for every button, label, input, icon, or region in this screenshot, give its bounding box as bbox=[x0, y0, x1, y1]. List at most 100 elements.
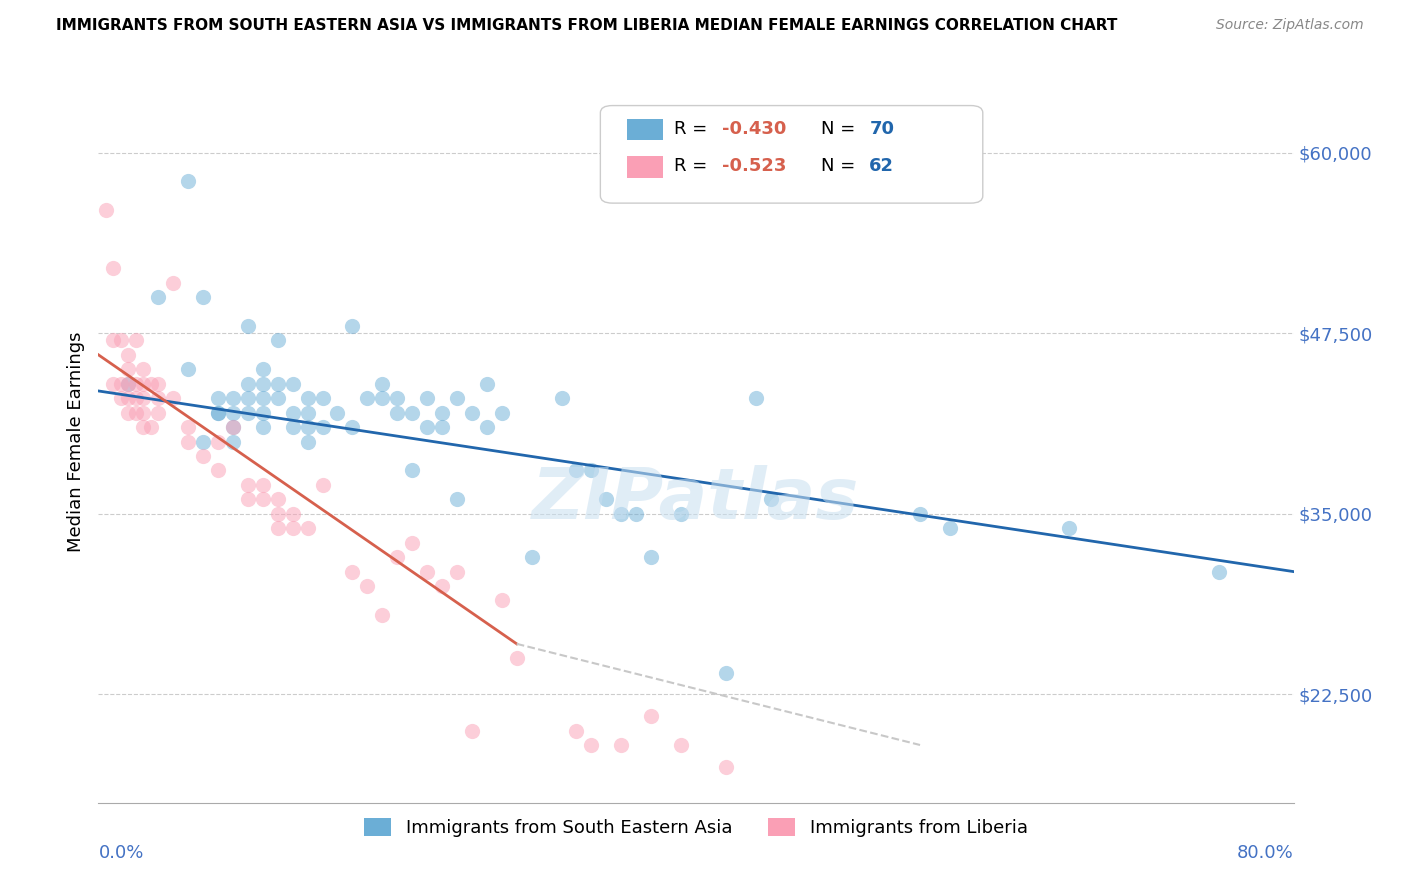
Point bbox=[207, 406, 229, 420]
Text: 70: 70 bbox=[869, 120, 894, 137]
Point bbox=[401, 535, 423, 549]
Point bbox=[311, 420, 333, 434]
Point bbox=[267, 507, 290, 521]
Point bbox=[626, 507, 648, 521]
Point bbox=[177, 434, 200, 449]
Point bbox=[222, 391, 245, 405]
Point bbox=[939, 521, 962, 535]
Point bbox=[139, 376, 162, 391]
Point bbox=[565, 463, 588, 477]
Point bbox=[252, 406, 274, 420]
Point bbox=[461, 723, 484, 738]
Point bbox=[297, 434, 319, 449]
Point bbox=[191, 449, 214, 463]
Point bbox=[148, 406, 170, 420]
Point bbox=[908, 507, 931, 521]
Point bbox=[550, 391, 572, 405]
Point bbox=[252, 376, 274, 391]
Point bbox=[297, 391, 319, 405]
Point bbox=[610, 507, 633, 521]
Point bbox=[342, 565, 364, 579]
Point bbox=[745, 391, 768, 405]
Point bbox=[311, 478, 333, 492]
Point bbox=[117, 348, 139, 362]
Legend: Immigrants from South Eastern Asia, Immigrants from Liberia: Immigrants from South Eastern Asia, Immi… bbox=[357, 811, 1035, 845]
Point bbox=[669, 507, 692, 521]
Point bbox=[252, 391, 274, 405]
Point bbox=[461, 406, 484, 420]
Point bbox=[342, 420, 364, 434]
Point bbox=[311, 391, 333, 405]
Point bbox=[356, 579, 378, 593]
Point bbox=[267, 492, 290, 507]
Point bbox=[236, 492, 259, 507]
Point bbox=[430, 406, 453, 420]
Text: -0.523: -0.523 bbox=[723, 157, 786, 175]
Point bbox=[416, 565, 439, 579]
Point bbox=[491, 593, 513, 607]
Point bbox=[356, 391, 378, 405]
Point bbox=[252, 420, 274, 434]
Point bbox=[1059, 521, 1081, 535]
Point bbox=[565, 723, 588, 738]
Point bbox=[222, 420, 245, 434]
Point bbox=[222, 434, 245, 449]
Point bbox=[191, 434, 214, 449]
Point bbox=[236, 391, 259, 405]
Text: 62: 62 bbox=[869, 157, 894, 175]
Point bbox=[207, 406, 229, 420]
Point bbox=[430, 420, 453, 434]
Point bbox=[475, 376, 498, 391]
Point bbox=[491, 406, 513, 420]
Point bbox=[162, 391, 184, 405]
Point bbox=[236, 478, 259, 492]
Point bbox=[148, 391, 170, 405]
Point bbox=[125, 334, 148, 348]
Point bbox=[446, 565, 468, 579]
Point bbox=[117, 362, 139, 376]
Point bbox=[162, 276, 184, 290]
FancyBboxPatch shape bbox=[627, 156, 662, 178]
Point bbox=[385, 550, 409, 565]
Point bbox=[401, 406, 423, 420]
Point bbox=[117, 406, 139, 420]
Point bbox=[281, 406, 304, 420]
Point bbox=[506, 651, 529, 665]
Point bbox=[125, 391, 148, 405]
Point bbox=[267, 376, 290, 391]
Point bbox=[148, 290, 170, 304]
Point bbox=[207, 463, 229, 477]
Point bbox=[640, 550, 662, 565]
Text: N =: N = bbox=[821, 157, 862, 175]
Point bbox=[117, 391, 139, 405]
Point bbox=[110, 391, 132, 405]
Point bbox=[281, 420, 304, 434]
Text: Source: ZipAtlas.com: Source: ZipAtlas.com bbox=[1216, 18, 1364, 32]
FancyBboxPatch shape bbox=[600, 105, 983, 203]
Point bbox=[132, 420, 155, 434]
Point bbox=[416, 420, 439, 434]
Point bbox=[297, 521, 319, 535]
Point bbox=[267, 391, 290, 405]
Point bbox=[297, 420, 319, 434]
Point bbox=[581, 463, 603, 477]
Point bbox=[385, 391, 409, 405]
Point bbox=[207, 391, 229, 405]
Text: N =: N = bbox=[821, 120, 862, 137]
Point bbox=[177, 362, 200, 376]
Point bbox=[132, 376, 155, 391]
Point bbox=[191, 290, 214, 304]
Point bbox=[103, 334, 125, 348]
Point bbox=[385, 406, 409, 420]
FancyBboxPatch shape bbox=[627, 119, 662, 140]
Point bbox=[281, 521, 304, 535]
Point bbox=[125, 406, 148, 420]
Point bbox=[222, 406, 245, 420]
Point bbox=[132, 406, 155, 420]
Point bbox=[714, 760, 737, 774]
Point bbox=[236, 318, 259, 333]
Point bbox=[759, 492, 782, 507]
Point bbox=[446, 391, 468, 405]
Point bbox=[125, 376, 148, 391]
Point bbox=[110, 334, 132, 348]
